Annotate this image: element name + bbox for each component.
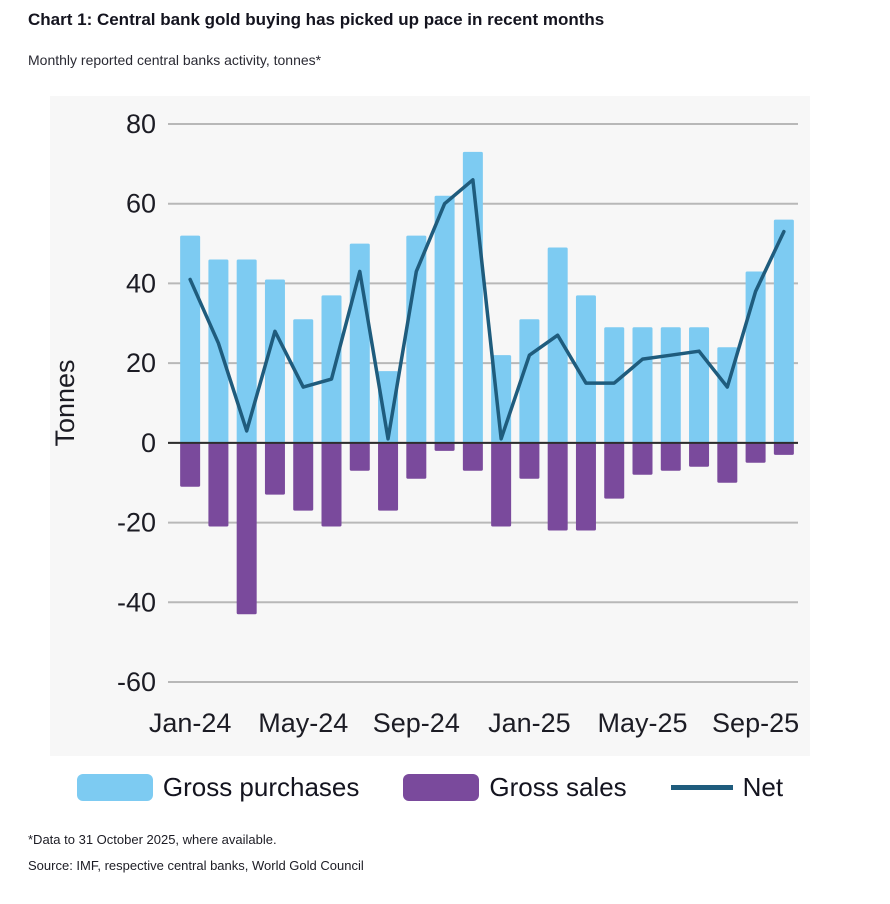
chart-panel: 80 60 40 20 0 -20 -40 -60 Jan-24 May-24 Sep-24 Jan-…	[50, 96, 810, 756]
svg-text:Sep-24: Sep-24	[373, 708, 460, 738]
legend-label-net: Net	[742, 772, 784, 802]
chart-legend: Gross purchases Gross sales Net	[50, 772, 810, 803]
svg-text:May-25: May-25	[597, 708, 687, 738]
svg-text:-60: -60	[117, 667, 156, 697]
chart-footnotes: *Data to 31 October 2025, where availabl…	[28, 827, 890, 879]
legend-label-gross-purchases: Gross purchases	[162, 772, 360, 802]
legend-swatch-gross-sales	[403, 774, 480, 801]
legend-item-net: Net	[670, 772, 784, 803]
legend-label-gross-sales: Gross sales	[489, 772, 627, 802]
svg-text:0: 0	[141, 428, 156, 458]
svg-text:80: 80	[126, 109, 156, 139]
legend-line-net	[670, 785, 733, 790]
svg-text:-40: -40	[117, 587, 156, 617]
svg-text:20: 20	[126, 348, 156, 378]
svg-text:60: 60	[126, 189, 156, 219]
legend-item-gross-sales: Gross sales	[403, 772, 627, 803]
svg-text:Jan-24: Jan-24	[149, 708, 232, 738]
svg-text:Jan-25: Jan-25	[488, 708, 571, 738]
svg-text:40: 40	[126, 268, 156, 298]
svg-text:-20: -20	[117, 508, 156, 538]
legend-swatch-gross-purchases	[76, 774, 153, 801]
svg-text:Sep-25: Sep-25	[712, 708, 799, 738]
footnote-source: Source: IMF, respective central banks, W…	[28, 858, 364, 873]
chart-svg: 80 60 40 20 0 -20 -40 -60 Jan-24 May-24 Sep-24 Jan-…	[50, 109, 799, 738]
svg-text:May-24: May-24	[258, 708, 348, 738]
footnote-data-note: *Data to 31 October 2025, where availabl…	[28, 832, 277, 847]
chart-subtitle: Monthly reported central banks activity,…	[28, 52, 322, 68]
chart-title: Chart 1: Central bank gold buying has pi…	[28, 10, 605, 29]
legend-item-gross-purchases: Gross purchases	[76, 772, 360, 803]
svg-text:Tonnes: Tonnes	[50, 359, 80, 446]
